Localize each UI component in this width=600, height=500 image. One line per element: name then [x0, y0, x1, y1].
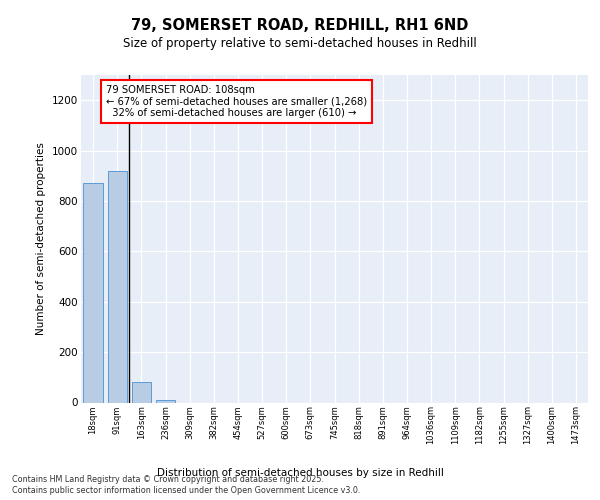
Text: 79, SOMERSET ROAD, REDHILL, RH1 6ND: 79, SOMERSET ROAD, REDHILL, RH1 6ND — [131, 18, 469, 32]
Text: Contains HM Land Registry data © Crown copyright and database right 2025.: Contains HM Land Registry data © Crown c… — [12, 475, 324, 484]
Bar — [107, 170, 127, 402]
Text: Size of property relative to semi-detached houses in Redhill: Size of property relative to semi-detach… — [123, 38, 477, 51]
Bar — [83, 184, 103, 402]
Bar — [132, 382, 151, 402]
Text: Distribution of semi-detached houses by size in Redhill: Distribution of semi-detached houses by … — [157, 468, 443, 477]
Y-axis label: Number of semi-detached properties: Number of semi-detached properties — [37, 142, 46, 335]
Bar — [156, 400, 175, 402]
Text: Contains public sector information licensed under the Open Government Licence v3: Contains public sector information licen… — [12, 486, 361, 495]
Text: 79 SOMERSET ROAD: 108sqm
← 67% of semi-detached houses are smaller (1,268)
  32%: 79 SOMERSET ROAD: 108sqm ← 67% of semi-d… — [106, 85, 367, 118]
